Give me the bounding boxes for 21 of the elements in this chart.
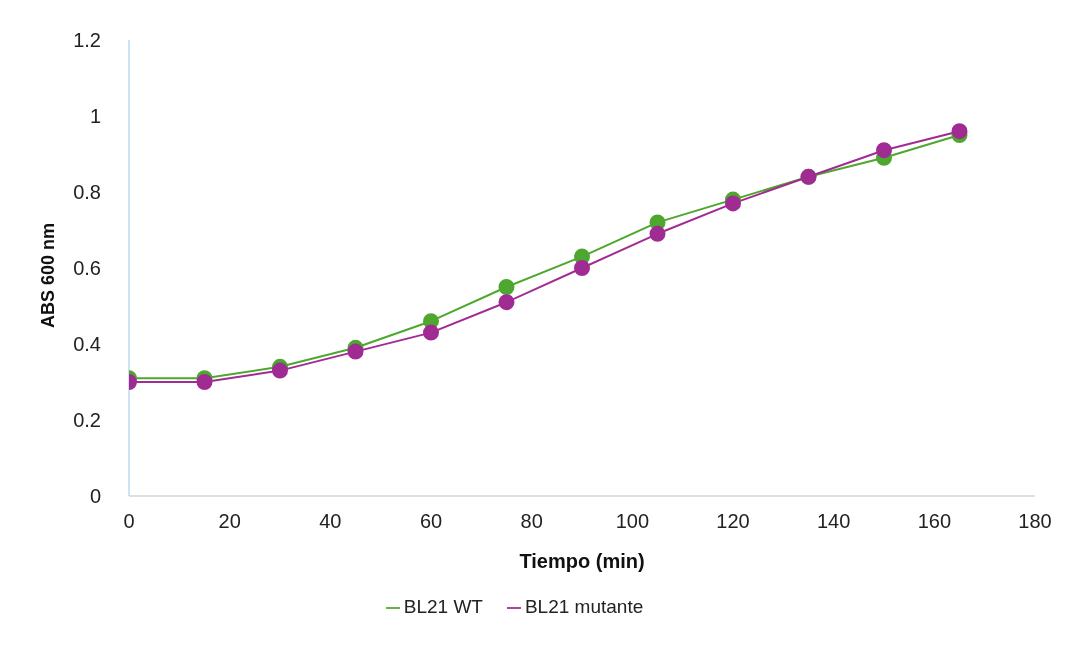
y-tick-label: 0.6 [73,257,101,280]
x-tick-label: 40 [319,510,342,533]
y-tick-label: 0.8 [73,181,101,204]
y-axis-title: ABS 600 nm [38,222,59,328]
x-tick-label: 100 [615,510,650,533]
x-axis-title: Tiempo (min) [519,550,645,572]
x-tick-label: 80 [520,510,543,533]
legend-label: BL21 mutante [524,596,644,617]
x-tick-label: 20 [218,510,241,533]
x-tick-label: 180 [1018,510,1052,533]
y-tick-label: 0.2 [73,409,101,432]
y-tick-label: 1.2 [73,29,101,52]
x-tick-label: 160 [917,510,952,533]
y-tick-label: 1 [89,105,101,128]
x-tick-label: 140 [816,510,851,533]
y-tick-label: 0.4 [73,333,101,356]
y-tick-label: 0 [89,485,101,508]
x-tick-label: 120 [716,510,750,533]
x-tick-label: 0 [123,510,135,533]
x-tick-label: 60 [419,510,443,533]
legend-label: BL21 WT [403,596,483,617]
